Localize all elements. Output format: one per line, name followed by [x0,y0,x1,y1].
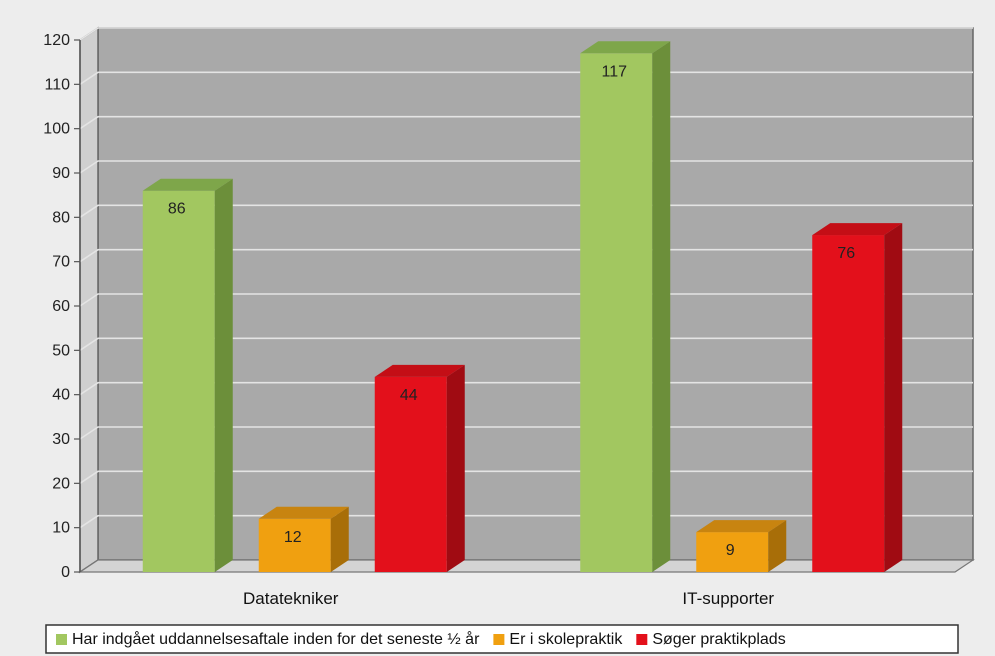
data-label: 44 [400,387,418,404]
gridline [79,115,973,130]
data-label: 12 [284,529,302,546]
category-label: IT-supporter [682,589,774,608]
gridline [79,204,973,218]
bar-side [768,520,787,572]
y-tick-label: 70 [52,254,70,271]
data-label: 76 [837,245,855,262]
bar-front [812,235,885,573]
legend-entry-label: Har indgået uddannelsesaftale inden for … [72,630,480,648]
legend-swatch [493,634,505,645]
y-tick-label: 0 [61,564,70,581]
gridline [79,470,973,484]
bar: 117 [580,41,671,573]
y-tick-label: 50 [52,342,70,359]
y-tick-label: 80 [52,209,70,226]
y-tick-label: 90 [52,165,70,182]
y-tick-label: 120 [43,32,70,49]
y-tick-label: 10 [52,520,70,537]
y-tick-label: 110 [44,76,70,93]
x-axis: Datatekniker IT-supporter [243,589,774,608]
bar-top [696,520,787,533]
bar-side [214,178,233,572]
data-label: 117 [601,63,627,80]
bars: 86 12 44 117 9 76 [142,41,903,573]
gridline [79,27,973,41]
bar-top [374,364,465,377]
bar-side [884,223,903,573]
bar-front [580,53,653,573]
y-axis: 0 10 20 30 40 50 60 70 80 90 100 110 120 [43,32,81,581]
bar-front [258,518,331,572]
y-tick-label: 20 [52,475,70,492]
bar: 9 [696,520,787,572]
gridline [79,514,973,529]
gridline [79,71,973,85]
y-tick-label: 60 [52,298,70,315]
legend: Har indgået uddannelsesaftale inden for … [45,624,959,654]
bar: 12 [258,506,349,572]
category-label: Datatekniker [243,589,339,608]
gridline [79,248,973,263]
y-tick-label: 30 [52,431,70,448]
bar-side [446,364,465,572]
data-label: 9 [726,542,735,559]
data-label: 86 [168,201,186,218]
bar: 76 [812,223,903,573]
legend-swatch [636,634,648,645]
bar-top [258,506,349,519]
bar-side [652,41,671,573]
gridline [79,293,973,307]
bar: 44 [374,364,465,572]
legend-entry-label: Er i skolepraktik [509,631,623,648]
gridline [79,160,973,174]
bar-top [580,41,671,54]
bar-front [374,376,447,572]
gridline [79,337,973,351]
legend-entry-label: Søger praktikplads [652,631,785,648]
y-tick-label: 40 [52,387,70,404]
bar-top [142,178,233,191]
bar-side [330,506,349,572]
legend-swatch [56,634,67,645]
bar-front [142,190,215,572]
gridline [79,381,973,396]
y-tick-label: 100 [43,121,70,138]
gridline [79,426,973,440]
bar: 86 [142,178,233,572]
bar-front [696,532,769,572]
bar-top [812,223,903,236]
